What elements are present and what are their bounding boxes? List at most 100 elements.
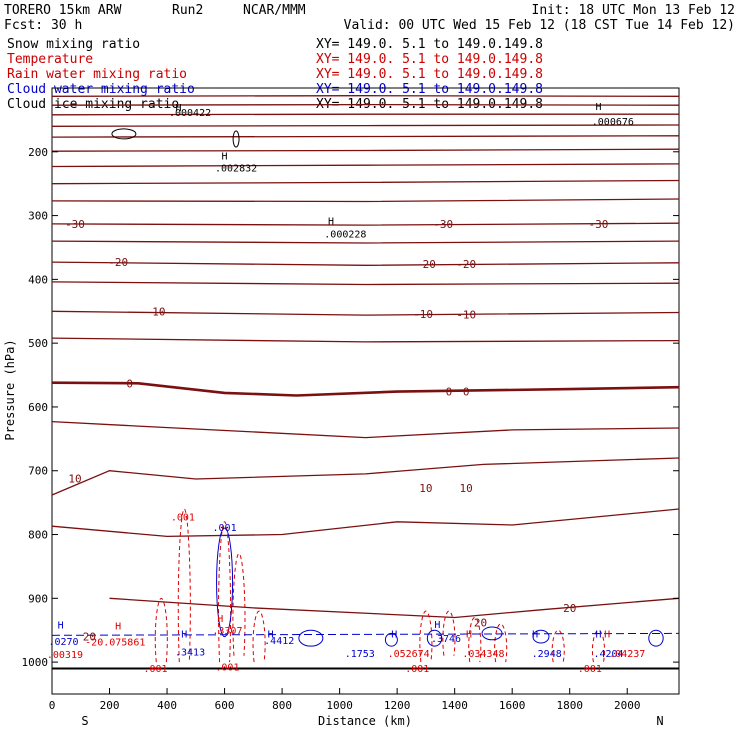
isotherm-line: [51, 240, 680, 244]
isotherm-line: [51, 281, 680, 286]
center-label: NCAR/MMM: [243, 3, 306, 18]
extremum-label: .000228: [324, 229, 366, 240]
x-tick-label: 400: [157, 699, 177, 712]
extremum-label: H: [176, 103, 182, 114]
rain-contour: [494, 623, 508, 663]
isotherm-line: [51, 124, 680, 127]
extremum-label: .034348: [462, 649, 504, 660]
isotherm-label: 20: [563, 602, 576, 615]
x-tick-label: 600: [215, 699, 235, 712]
cloud-water-contour: [648, 629, 664, 647]
isotherm-line: [51, 95, 680, 97]
isotherm-line: [51, 508, 680, 538]
isotherm-label: 10: [419, 482, 432, 495]
x-tick-label: 800: [272, 699, 292, 712]
extremum-label: H: [115, 622, 121, 633]
isotherm-label: 0: [463, 386, 470, 399]
isotherm-line: [51, 179, 680, 185]
y-tick-label: 600: [28, 401, 48, 414]
extremum-label: .4204: [593, 649, 623, 660]
rain-contour: [218, 521, 232, 663]
extremum-label: H: [268, 629, 274, 640]
y-tick-label: 700: [28, 465, 48, 478]
extremum-label: .2948: [532, 649, 562, 660]
legend-xy: XY= 149.0. 5.1 to 149.0.149.8: [316, 67, 543, 82]
cloud-water-contour: [384, 632, 398, 647]
extremum-label: .00319: [47, 650, 83, 661]
extremum-label: H: [604, 629, 610, 640]
extremum-label: H: [181, 629, 187, 640]
legend-xy: XY= 149.0. 5.1 to 149.0.149.8: [316, 37, 543, 52]
cloud-water-contour: [216, 527, 234, 638]
x-axis-label: Distance (km): [318, 714, 412, 728]
isotherm-line: [51, 457, 680, 496]
isotherm-line: [51, 310, 680, 316]
extremum-label: .3413: [175, 647, 205, 658]
x-tick-label: 2000: [614, 699, 641, 712]
rain-contour: [154, 597, 168, 663]
extremum-label: .001: [215, 663, 239, 674]
isotherm-line: [51, 381, 680, 397]
isotherm-label: -20: [416, 258, 436, 271]
extremum-label: .052674: [388, 649, 430, 660]
legend-label: Snow mixing ratio: [7, 37, 140, 52]
snow-contour: [111, 128, 137, 140]
isotherm-label: 20: [83, 631, 96, 644]
extremum-label: H: [222, 152, 228, 163]
rain-contour: [232, 553, 246, 656]
x-tick-label: 1600: [499, 699, 526, 712]
north-label: N: [656, 714, 663, 728]
isotherm-label: -30: [433, 218, 453, 231]
snow-contour: [232, 130, 240, 148]
extremum-label: H: [466, 629, 472, 640]
cloud-water-contour: [298, 629, 324, 647]
isotherm-line: [51, 337, 680, 343]
extremum-label: .0270: [48, 637, 78, 648]
y-tick-label: 500: [28, 337, 48, 350]
extremum-label: .002832: [215, 164, 257, 175]
extremum-label: H: [217, 614, 223, 625]
extremum-label: .001: [171, 513, 195, 524]
isotherm-line: [109, 597, 680, 619]
extremum-label: .1753: [345, 649, 375, 660]
extremum-label: .000422: [169, 108, 211, 119]
isotherm-label: -30: [65, 218, 85, 231]
extremum-label: -20.075861: [85, 638, 145, 649]
extremum-label: .3746: [431, 634, 461, 645]
y-tick-label: 800: [28, 529, 48, 542]
x-tick-label: 0: [49, 699, 56, 712]
isotherm-label: 10: [68, 472, 81, 485]
isotherm-label: -10: [413, 308, 433, 321]
extremum-label: .001: [405, 664, 429, 675]
extremum-label: .001: [143, 664, 167, 675]
isotherm-line: [51, 103, 680, 106]
extremum-label: H: [434, 620, 440, 631]
extremum-label: H: [532, 629, 538, 640]
rain-contour: [252, 610, 266, 663]
rain-contour: [177, 508, 191, 663]
extremum-label: .001: [213, 523, 237, 534]
extremum-label: .4412: [264, 636, 294, 647]
isotherm-label: -20: [456, 258, 476, 271]
legend-label: Cloud water mixing ratio: [7, 82, 195, 97]
isotherm-label: -30: [589, 218, 609, 231]
cloud-water-contour: [426, 629, 443, 647]
model-name: TORERO 15km ARW: [4, 3, 122, 18]
extremum-label: H: [595, 102, 601, 113]
isotherm-line: [51, 420, 680, 439]
rain-contour: [468, 616, 482, 663]
south-label: S: [81, 714, 88, 728]
isotherm-line: [51, 148, 680, 152]
legend-xy: XY= 149.0. 5.1 to 149.0.149.8: [316, 52, 543, 67]
isotherm-line: [51, 222, 680, 226]
extremum-label: H: [595, 629, 601, 640]
run-label: Run2: [172, 3, 203, 18]
extremum-label: H: [391, 629, 397, 640]
x-tick-label: 1000: [326, 699, 353, 712]
forecast-hour: Fcst: 30 h: [4, 18, 82, 33]
y-axis-label: Pressure (hPa): [3, 339, 17, 440]
isotherm-label: -10: [146, 305, 166, 318]
extremum-label: .001: [578, 664, 602, 675]
plot-frame: [51, 87, 680, 695]
